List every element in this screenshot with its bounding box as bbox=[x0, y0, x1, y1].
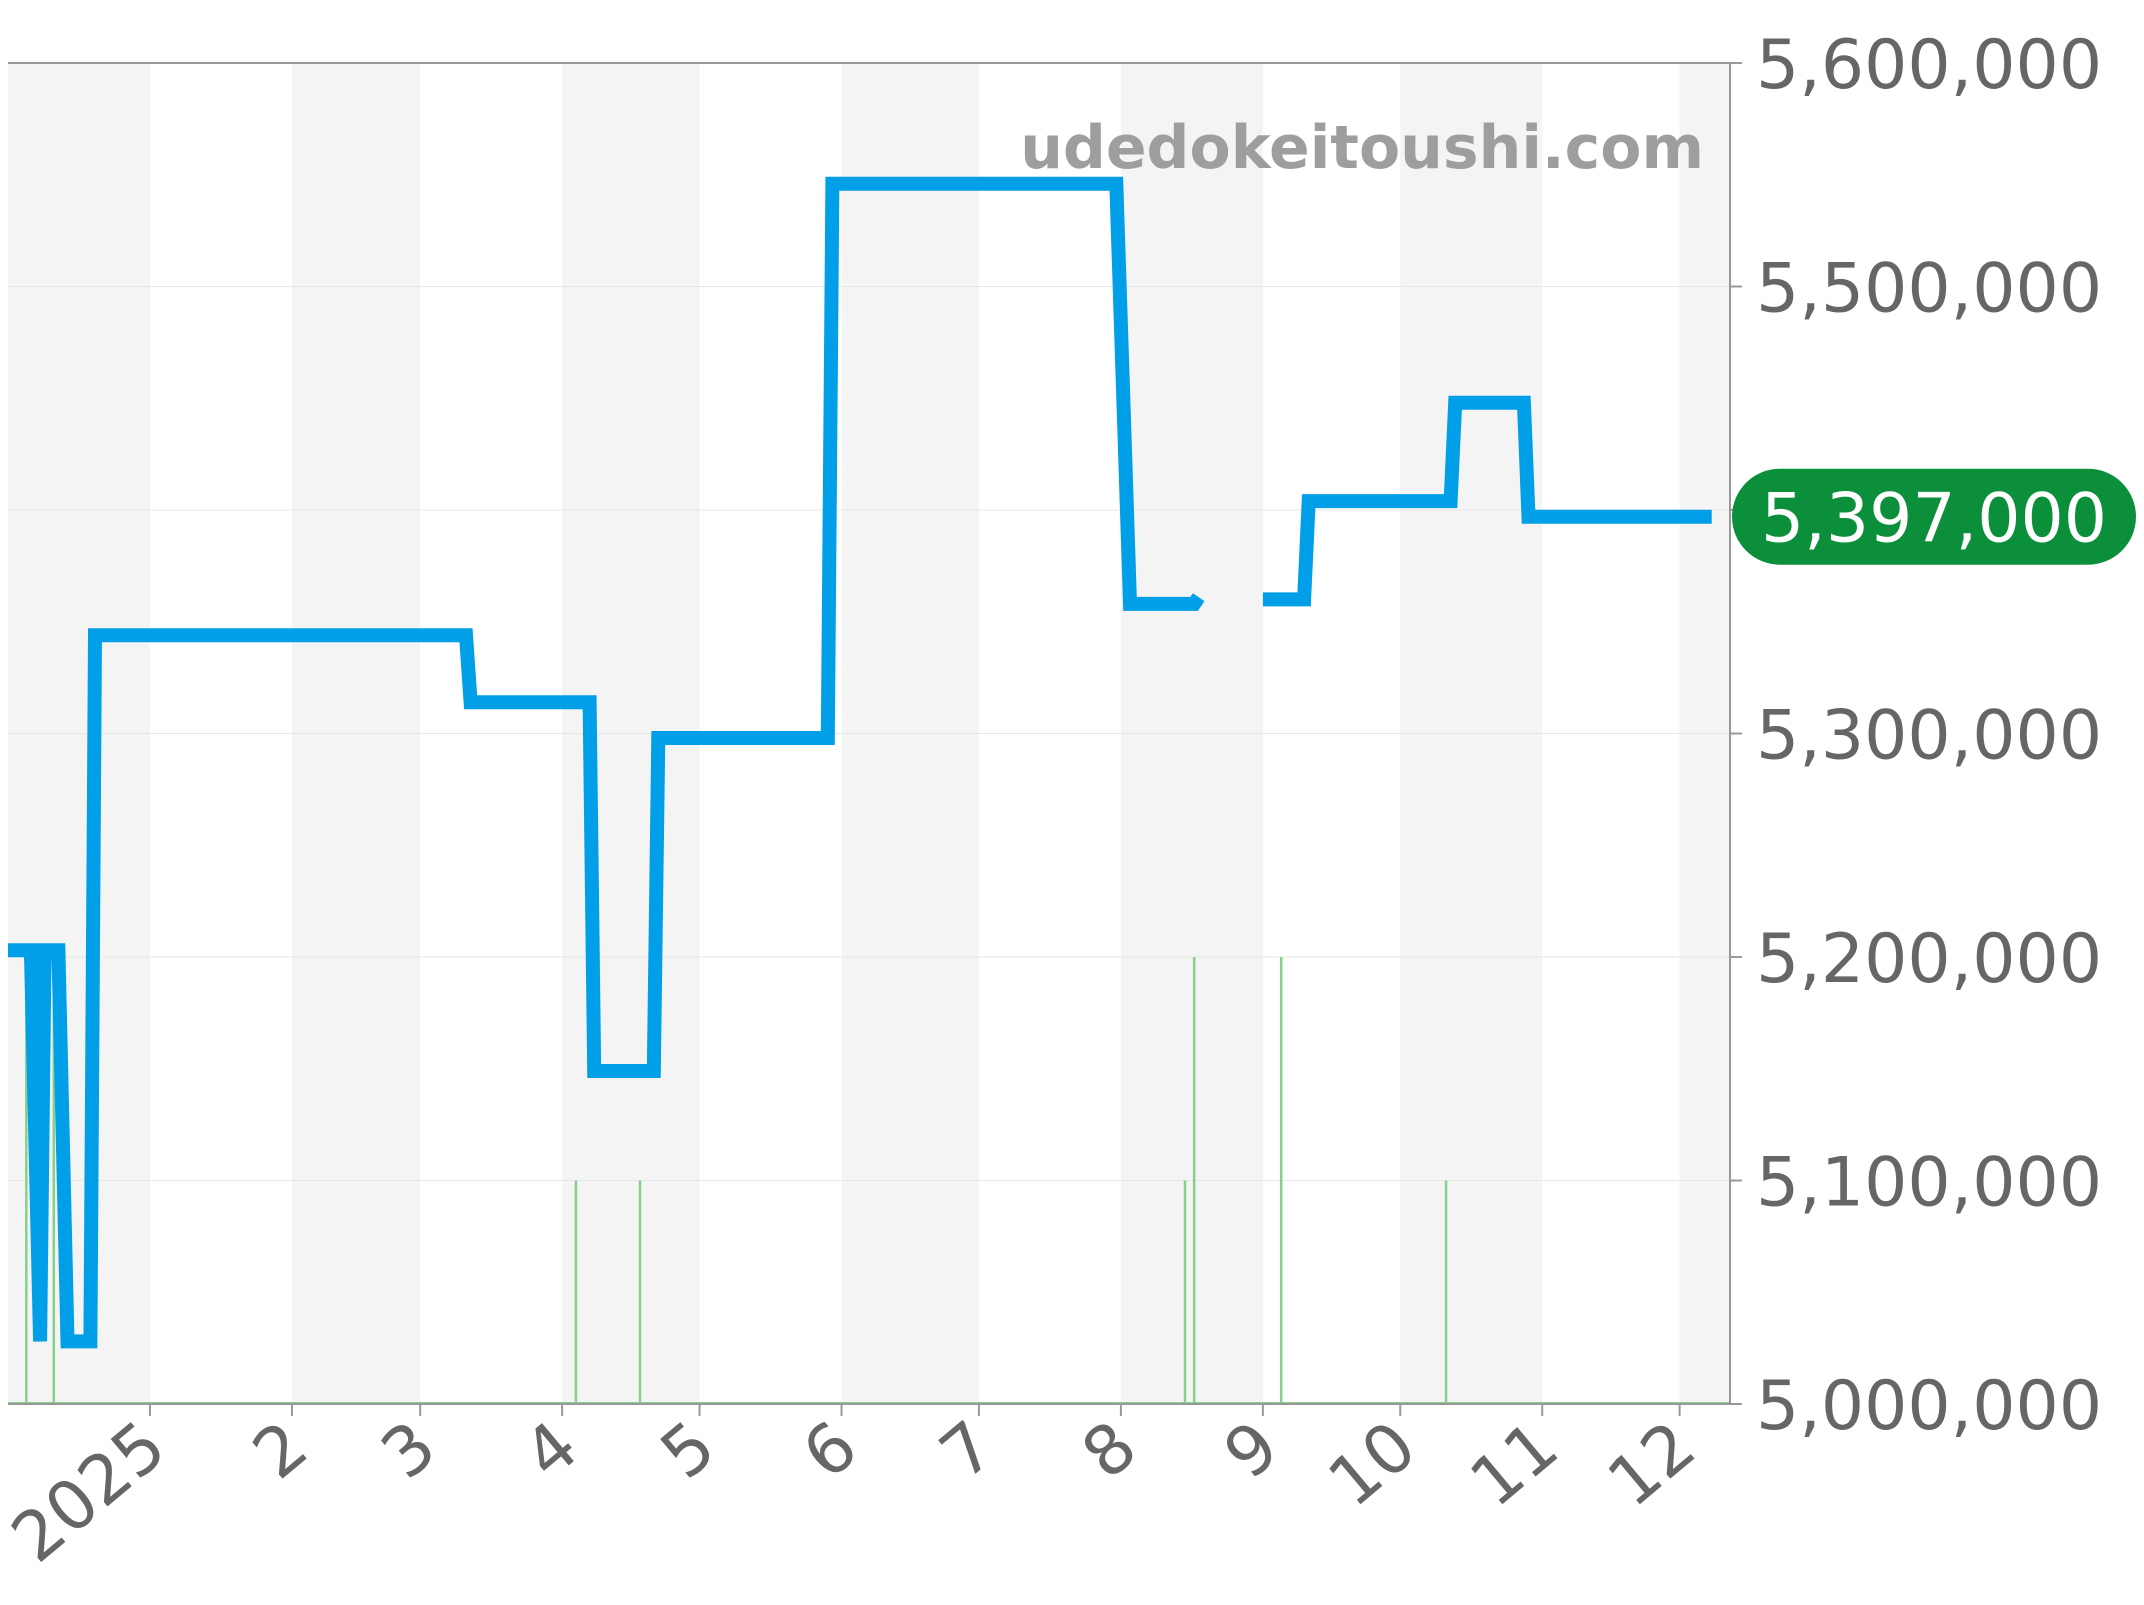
x-tick-label: 4 bbox=[509, 1407, 593, 1495]
x-tick-label: 2 bbox=[239, 1407, 323, 1495]
x-tick-label: 11 bbox=[1456, 1407, 1573, 1523]
x-tick-label: 5 bbox=[647, 1407, 731, 1495]
y-tick-label: 5,100,000 bbox=[1756, 1144, 2102, 1223]
badge-background bbox=[1732, 468, 2136, 565]
y-tick-label: 5,300,000 bbox=[1756, 697, 2102, 776]
x-axis-ticks: 2025 2 3 4 5 6 7 8 9 10 11 12 bbox=[0, 1404, 1711, 1578]
x-tick-label: 3 bbox=[367, 1407, 451, 1495]
x-tick-label: 7 bbox=[926, 1407, 1010, 1495]
y-axis-ticks: 5,000,0005,100,0005,200,0005,300,0005,40… bbox=[1730, 26, 2102, 1446]
x-tick-label: 10 bbox=[1314, 1407, 1431, 1523]
price-line-segment bbox=[1262, 395, 1712, 607]
last-value-badge: 5,397,000 bbox=[1732, 468, 2136, 565]
price-line-segment bbox=[8, 176, 1205, 1349]
y-tick-label: 5,600,000 bbox=[1756, 26, 2102, 105]
y-tick-label: 5,500,000 bbox=[1756, 250, 2102, 329]
y-tick-label: 5,200,000 bbox=[1756, 920, 2102, 999]
watermark-text: udedokeitoushi.com bbox=[1020, 113, 1704, 183]
x-tick-label: 9 bbox=[1210, 1407, 1294, 1495]
price-line bbox=[8, 176, 1712, 1349]
y-tick-label: 5,000,000 bbox=[1756, 1367, 2102, 1446]
x-tick-label: 6 bbox=[789, 1407, 873, 1495]
badge-label: 5,397,000 bbox=[1761, 480, 2107, 559]
x-tick-label: 12 bbox=[1593, 1407, 1710, 1523]
x-tick-label: 8 bbox=[1068, 1407, 1152, 1495]
x-tick-label: 2025 bbox=[0, 1407, 181, 1579]
